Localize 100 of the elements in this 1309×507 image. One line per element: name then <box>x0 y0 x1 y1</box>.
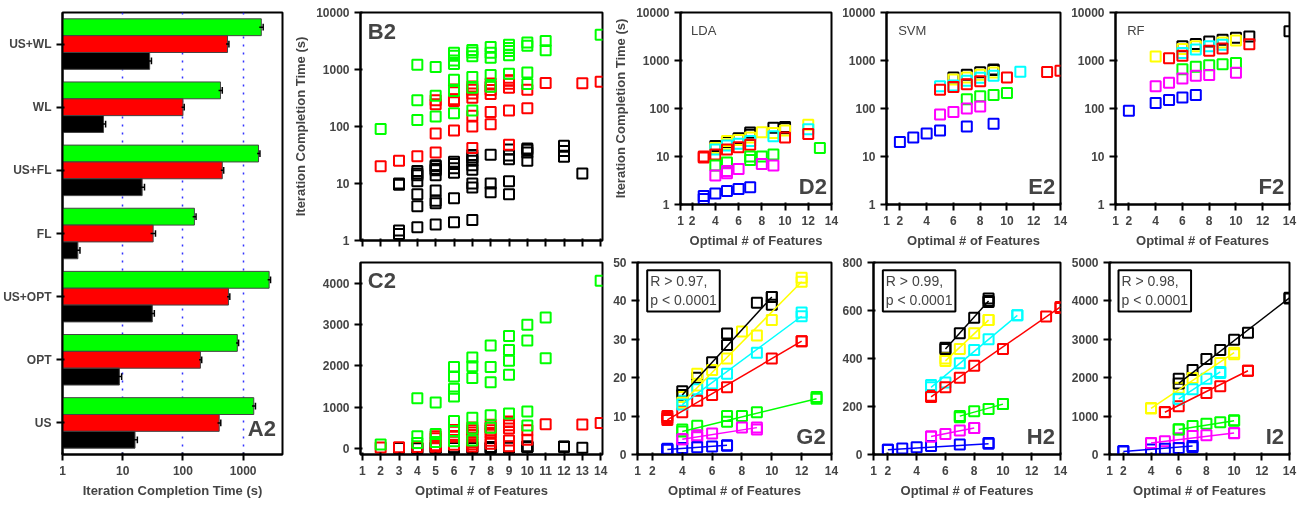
x-tick-label: 12 <box>801 213 816 228</box>
y-tick-label: US+FL <box>13 163 52 178</box>
x-tick-label: 4 <box>414 463 421 478</box>
x-tick-label: 13 <box>575 463 590 478</box>
x-tick-label: 7 <box>469 463 476 478</box>
x-axis-title: Optimal # of Features <box>1133 482 1266 498</box>
y-tick-label: 10000 <box>1071 6 1105 20</box>
y-tick-label: 40 <box>613 294 627 309</box>
annotation: LDA <box>691 23 717 39</box>
x-tick-label: 10 <box>1227 463 1242 478</box>
x-tick-label: 6 <box>450 463 458 478</box>
x-tick-label: 14 <box>593 463 608 478</box>
y-tick-label: WL <box>32 100 52 115</box>
y-tick-label: 600 <box>842 304 863 318</box>
x-tick-label: 1 <box>677 213 685 228</box>
x-tick-label: 2 <box>1125 213 1133 228</box>
x-tick-label: 4 <box>1152 213 1160 228</box>
x-tick-label: 1 <box>1112 213 1120 228</box>
y-tick-label: 20 <box>613 371 627 386</box>
x-tick-label: 8 <box>738 463 746 478</box>
x-tick-label: 1 <box>359 463 366 478</box>
y-tick-label: 5000 <box>1071 256 1099 270</box>
y-tick-label: 800 <box>842 256 863 270</box>
y-tick-label: 10000 <box>636 6 670 20</box>
x-tick-label: 14 <box>1053 213 1068 228</box>
annotation: RF <box>1127 23 1145 39</box>
x-axis-title: Optimal # of Features <box>415 482 548 498</box>
y-tick-label: 0 <box>342 441 350 456</box>
x-tick-label: 3 <box>395 463 403 478</box>
x-tick-label: 100 <box>172 463 194 478</box>
x-tick-label: 12 <box>1027 213 1041 228</box>
y-tick-label: 3000 <box>1071 332 1099 347</box>
x-tick-label: 1000 <box>229 463 257 478</box>
y-tick-label: 400 <box>842 352 863 366</box>
x-tick-label: 4 <box>923 213 931 228</box>
x-tick-label: 5 <box>432 463 440 478</box>
y-tick-label: 1000 <box>1077 54 1105 68</box>
y-tick-label: 10 <box>656 150 670 164</box>
x-tick-label: 10 <box>996 463 1010 478</box>
y-tick-label: 100 <box>649 102 670 116</box>
y-tick-label: 4000 <box>322 276 350 291</box>
y-axis-title: Iteration Completion Time (s) <box>613 18 629 199</box>
annotation: H2 <box>1026 423 1055 449</box>
y-tick-label: US+OPT <box>3 289 53 304</box>
x-tick-label: 4 <box>712 213 720 228</box>
x-tick-label: 14 <box>1282 213 1297 228</box>
x-tick-label: 6 <box>942 463 950 478</box>
x-tick-label: 12 <box>794 463 809 478</box>
x-axis-title: Optimal # of Features <box>1136 232 1269 248</box>
x-tick-label: 10 <box>765 463 779 478</box>
x-tick-label: 14 <box>1282 463 1297 478</box>
y-tick-label: 0 <box>1091 448 1099 462</box>
annotation: E2 <box>1028 173 1056 199</box>
x-tick-label: 14 <box>824 463 839 478</box>
x-tick-label: 2 <box>688 213 696 228</box>
y-tick-label: 1000 <box>322 63 350 77</box>
y-tick-label: OPT <box>26 352 53 367</box>
y-tick-label: 1000 <box>642 54 670 68</box>
x-tick-label: 12 <box>1025 463 1039 478</box>
annotation: R > 0.97, p < 0.0001 <box>650 273 717 309</box>
y-tick-label: 200 <box>842 400 863 414</box>
annotation: C2 <box>367 268 396 294</box>
y-tick-label: 2000 <box>1071 371 1099 386</box>
x-tick-label: 8 <box>1205 213 1213 228</box>
x-tick-label: 2 <box>377 463 385 478</box>
x-tick-label: 4 <box>913 463 921 478</box>
x-axis-title: Optimal # of Features <box>900 482 1034 498</box>
y-tick-label: 0 <box>855 448 863 462</box>
x-tick-label: 14 <box>824 213 839 228</box>
y-tick-label: 1 <box>342 234 350 248</box>
x-tick-label: 10 <box>778 213 793 228</box>
x-axis-title: Optimal # of Features <box>907 232 1040 248</box>
annotation: SVM <box>898 23 927 39</box>
x-tick-label: 6 <box>735 213 743 228</box>
x-tick-label: 4 <box>1147 463 1155 478</box>
annotation: F2 <box>1258 173 1285 199</box>
y-tick-label: 1 <box>662 198 670 212</box>
annotation: B2 <box>367 19 396 45</box>
x-tick-label: 8 <box>1203 463 1211 478</box>
annotation: R > 0.98, p < 0.0001 <box>1121 273 1189 309</box>
y-tick-label: 0 <box>619 448 627 462</box>
x-tick-label: 6 <box>950 213 958 228</box>
x-tick-label: 6 <box>1179 213 1187 228</box>
x-tick-label: 12 <box>1256 213 1270 228</box>
y-tick-label: US <box>34 415 52 430</box>
y-tick-label: 4000 <box>1071 294 1099 309</box>
y-tick-label: 1 <box>868 198 876 212</box>
x-tick-label: 10 <box>1229 213 1243 228</box>
y-tick-label: 100 <box>855 102 876 116</box>
x-tick-label: 6 <box>708 463 716 478</box>
x-tick-label: 4 <box>678 463 686 478</box>
x-axis-title: Optimal # of Features <box>668 482 801 498</box>
y-tick-label: 3000 <box>322 317 350 332</box>
x-tick-label: 2 <box>649 463 657 478</box>
x-tick-label: 8 <box>758 213 766 228</box>
x-tick-label: 14 <box>1053 463 1068 478</box>
x-tick-label: 2 <box>884 463 892 478</box>
y-tick-label: 30 <box>613 332 627 347</box>
y-tick-label: 10 <box>613 409 627 424</box>
y-tick-label: 1000 <box>848 54 876 68</box>
